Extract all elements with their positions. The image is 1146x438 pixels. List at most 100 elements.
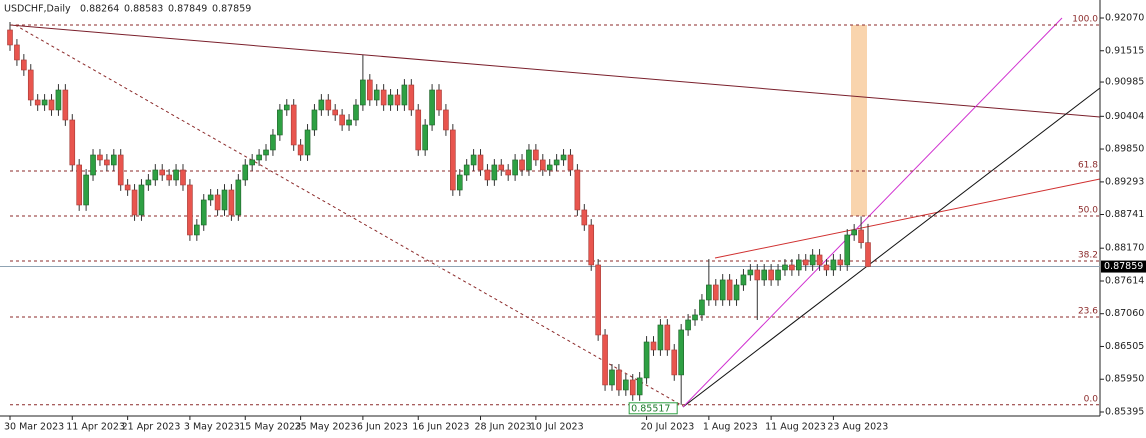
candle-body xyxy=(595,264,601,336)
candle-body xyxy=(463,164,470,176)
y-tick-label: 0.88170 xyxy=(1105,243,1144,254)
candle-body xyxy=(456,174,463,191)
candle-body xyxy=(422,124,428,151)
y-tick-label: 0.87060 xyxy=(1105,308,1144,319)
candle-body xyxy=(685,319,691,331)
candle-body xyxy=(470,154,477,166)
channel-bottom xyxy=(682,87,1101,408)
candle-body xyxy=(816,254,823,266)
candle-body xyxy=(173,169,179,181)
candle-body xyxy=(581,209,588,226)
x-tick-label: 11 Apr 2023 xyxy=(66,422,125,433)
candle-body xyxy=(865,242,871,267)
candle-body xyxy=(207,194,214,201)
candle-body xyxy=(332,109,339,116)
x-tick-label: 10 Jul 2023 xyxy=(530,422,584,433)
fib-level-label: 100.0 xyxy=(1072,15,1098,25)
y-tick-label: 0.86505 xyxy=(1105,341,1144,352)
candle-body xyxy=(692,314,698,321)
candle-body xyxy=(131,189,138,216)
candle-body xyxy=(41,99,48,106)
candle-body xyxy=(650,341,657,351)
candle-body xyxy=(616,369,622,391)
fib-level-label: 50.0 xyxy=(1078,205,1098,215)
candle-body xyxy=(678,329,684,376)
y-tick-label: 0.85395 xyxy=(1105,406,1144,417)
ohlc-open: 0.88264 xyxy=(80,4,119,15)
candle-body xyxy=(664,324,671,351)
candle-body xyxy=(657,324,664,351)
candle-body xyxy=(629,379,636,396)
ohlc-low: 0.87849 xyxy=(168,4,207,15)
candle-body xyxy=(90,154,96,176)
y-tick-label: 0.89293 xyxy=(1105,176,1144,187)
candle-body xyxy=(519,159,525,171)
candle-body xyxy=(491,164,498,181)
candle-body xyxy=(768,269,774,281)
candle-body xyxy=(346,119,352,126)
candle-body xyxy=(512,159,518,176)
candle-body xyxy=(539,159,546,171)
candle-body xyxy=(277,109,283,136)
highlight-zone xyxy=(851,25,867,216)
y-tick-label: 0.85950 xyxy=(1105,374,1144,385)
candle-body xyxy=(311,109,318,131)
candle-body xyxy=(505,169,511,176)
candle-body xyxy=(235,179,242,216)
candle-body xyxy=(844,234,851,266)
y-tick-label: 0.87614 xyxy=(1105,276,1144,287)
y-tick-label: 0.89850 xyxy=(1105,144,1144,155)
y-tick-label: 0.92070 xyxy=(1105,12,1144,23)
candle-body xyxy=(726,279,733,301)
candle-body xyxy=(809,254,816,266)
candle-body xyxy=(304,129,311,156)
candle-body xyxy=(14,44,20,61)
candle-body xyxy=(526,149,532,171)
candle-body xyxy=(221,189,228,211)
x-tick-label: 1 Aug 2023 xyxy=(703,422,758,433)
candle-body xyxy=(802,259,809,266)
candle-body xyxy=(699,299,705,316)
candle-body xyxy=(789,264,795,271)
candle-body xyxy=(782,264,788,271)
channel-top xyxy=(714,178,1101,259)
trend-line xyxy=(9,24,1101,118)
candle-body xyxy=(110,154,117,166)
candle-body xyxy=(740,274,747,286)
candle-body xyxy=(636,377,643,396)
candle-body xyxy=(719,279,726,301)
candle-body xyxy=(546,164,553,171)
candle-body xyxy=(76,164,82,206)
candle-body xyxy=(533,149,539,161)
candle-body xyxy=(104,159,110,166)
candle-body xyxy=(706,284,712,301)
candle-body xyxy=(443,109,449,131)
candle-body xyxy=(55,89,62,111)
candle-body xyxy=(83,174,89,206)
candle-body xyxy=(553,159,560,166)
candle-body xyxy=(408,84,415,111)
low-marker-box xyxy=(628,402,678,415)
y-tick-label: 0.91515 xyxy=(1105,45,1144,56)
candle-body xyxy=(560,154,567,161)
x-tick-label: 11 Aug 2023 xyxy=(765,422,826,433)
current-price-box xyxy=(1101,260,1146,273)
candle-body xyxy=(401,84,408,106)
candle-body xyxy=(588,224,595,266)
candle-body xyxy=(796,259,802,271)
x-tick-label: 6 Jun 2023 xyxy=(357,422,408,433)
candle-body xyxy=(394,94,401,106)
candle-body xyxy=(263,149,269,156)
candle-body xyxy=(712,284,719,301)
candle-body xyxy=(602,334,608,386)
candle-body xyxy=(609,369,615,386)
candle-body xyxy=(754,269,761,281)
candle-body xyxy=(145,179,152,186)
candle-body xyxy=(436,89,442,111)
candle-body xyxy=(387,94,394,106)
candle-body xyxy=(450,129,456,191)
x-tick-label: 20 Jul 2023 xyxy=(641,422,695,433)
candle-body xyxy=(7,29,13,46)
candle-body xyxy=(325,99,332,111)
candle-body xyxy=(733,284,740,301)
